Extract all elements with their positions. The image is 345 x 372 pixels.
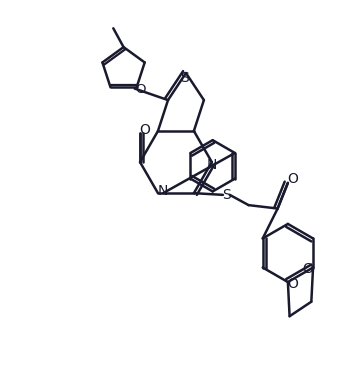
Text: O: O bbox=[140, 123, 150, 137]
Text: O: O bbox=[288, 173, 298, 186]
Text: O: O bbox=[135, 83, 145, 96]
Text: N: N bbox=[207, 158, 217, 173]
Text: O: O bbox=[303, 262, 313, 276]
Text: O: O bbox=[288, 277, 298, 291]
Text: N: N bbox=[158, 185, 168, 198]
Text: S: S bbox=[222, 188, 231, 202]
Text: S: S bbox=[180, 71, 189, 85]
